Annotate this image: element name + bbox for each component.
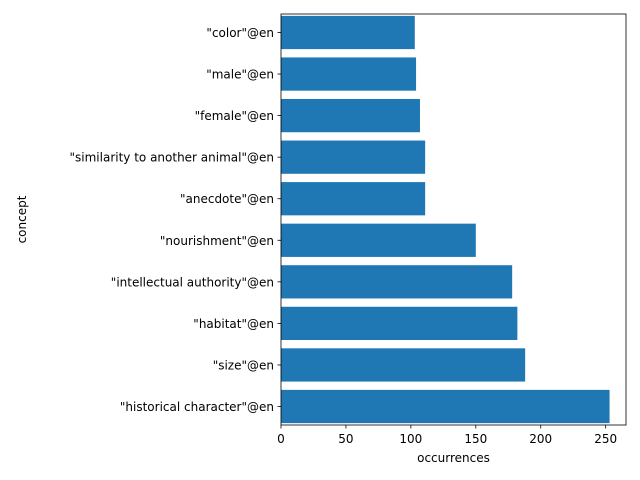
- bar: [281, 15, 415, 50]
- bar: [281, 306, 518, 341]
- x-axis-ticks: 0 50 100 150 200 250: [277, 425, 617, 446]
- bar: [281, 389, 610, 424]
- bar: [281, 348, 526, 382]
- x-axis-label: occurrences: [417, 451, 490, 465]
- x-tick-label: 100: [399, 432, 422, 446]
- bar: [281, 98, 420, 133]
- bar: [281, 182, 426, 216]
- y-tick-label: "size"@en: [213, 358, 274, 372]
- y-tick-label: "intellectual authority"@en: [111, 275, 274, 289]
- y-tick-label: "anecdote"@en: [180, 192, 274, 206]
- y-axis-label: concept: [15, 195, 29, 243]
- bars: [281, 15, 610, 424]
- x-tick-label: 250: [594, 432, 617, 446]
- y-tick-label: "habitat"@en: [193, 317, 274, 331]
- y-tick-label: "nourishment"@en: [160, 234, 274, 248]
- y-tick-label: "color"@en: [206, 26, 274, 40]
- y-tick-label: "similarity to another animal"@en: [70, 151, 275, 165]
- y-tick-label: "male"@en: [206, 68, 274, 82]
- x-tick-label: 150: [464, 432, 487, 446]
- bar: [281, 140, 426, 174]
- plot-frame: [280, 13, 627, 426]
- y-tick-label: "female"@en: [195, 109, 274, 123]
- bar: [281, 223, 476, 257]
- x-tick-label: 0: [277, 432, 285, 446]
- y-axis-ticks: "historical character"@en "size"@en "habit…: [70, 26, 281, 414]
- x-tick-label: 50: [338, 432, 353, 446]
- y-tick-label: "historical character"@en: [120, 400, 274, 414]
- bar: [281, 265, 513, 299]
- x-tick-label: 200: [529, 432, 552, 446]
- bar: [281, 57, 417, 91]
